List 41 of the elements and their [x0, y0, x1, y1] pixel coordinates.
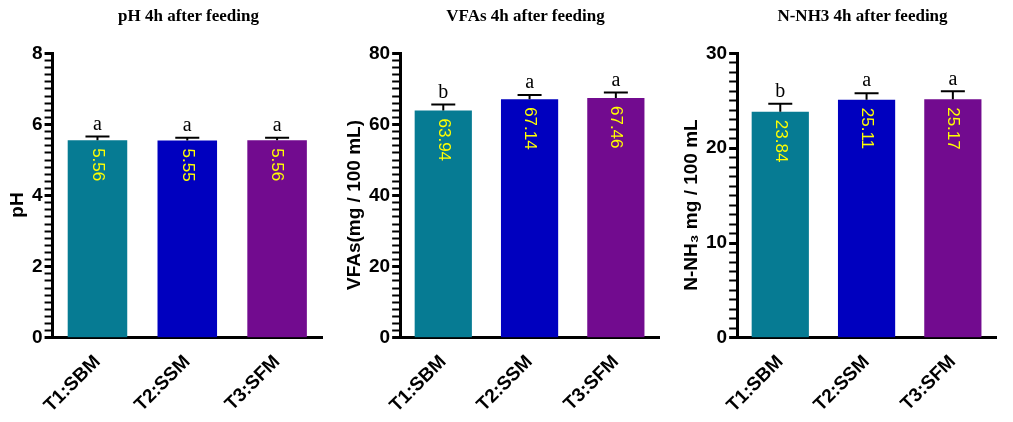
- data-label: 5.55: [178, 148, 198, 182]
- y-tick-label: 30: [705, 41, 728, 63]
- annotation: a: [93, 111, 103, 134]
- y-axis-title: VFAs(mg / 100 mL): [343, 120, 365, 290]
- data-label: 23.84: [771, 119, 791, 163]
- data-label: 63.94: [434, 118, 454, 162]
- annotation: a: [525, 70, 535, 93]
- data-label: 25.17: [944, 107, 964, 150]
- bar: [414, 110, 472, 338]
- y-axis-title: N-NH₃ mg / 100 mL: [680, 119, 702, 291]
- annotation: b: [775, 78, 786, 101]
- y-tick-label: 80: [368, 41, 391, 63]
- y-tick-label: 8: [31, 41, 43, 63]
- y-axis-title: pH: [5, 192, 28, 218]
- annotation: a: [182, 112, 192, 135]
- y-tick-label: 4: [31, 183, 43, 205]
- data-label: 67.14: [520, 107, 540, 150]
- chart-title: VFAs 4h after feeding: [445, 6, 606, 26]
- chart-title: N-NH3 4h after feeding: [776, 6, 949, 26]
- data-label: 25.11: [857, 107, 877, 150]
- y-tick-label: 10: [705, 231, 728, 253]
- y-tick-label: 0: [379, 326, 391, 348]
- annotation: a: [272, 112, 282, 135]
- chart-title: pH 4h after feeding: [117, 6, 260, 26]
- y-tick-label: 20: [368, 254, 391, 276]
- y-tick-label: 20: [705, 136, 728, 158]
- annotation: b: [438, 79, 449, 102]
- y-tick-label: 40: [368, 183, 391, 205]
- y-tick-label: 0: [31, 326, 43, 348]
- bar: [500, 99, 559, 338]
- y-tick-label: 60: [368, 112, 391, 134]
- data-label: 5.56: [88, 148, 108, 182]
- data-label: 5.56: [268, 148, 288, 182]
- annotation: a: [611, 67, 621, 90]
- y-tick-label: 2: [31, 254, 43, 276]
- y-tick-label: 6: [31, 112, 43, 134]
- data-label: 67.46: [607, 105, 627, 149]
- y-tick-label: 0: [716, 326, 728, 348]
- annotation: a: [862, 68, 872, 91]
- bar: [587, 97, 645, 338]
- annotation: a: [948, 66, 958, 89]
